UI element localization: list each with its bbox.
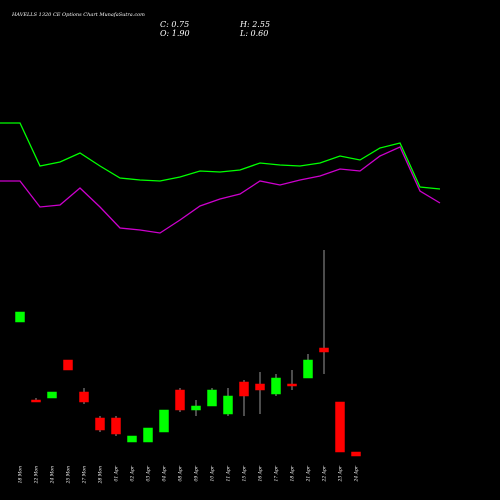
- candle-body: [255, 383, 265, 391]
- candle-body: [223, 395, 233, 415]
- x-tick-label: 18 Mon: [18, 466, 24, 483]
- candle-body: [79, 391, 89, 403]
- x-tick-label: 27 Mon: [82, 466, 88, 484]
- candles-layer: [15, 250, 361, 457]
- lower-band-line: [0, 146, 441, 234]
- x-tick-label: 04 Apr: [162, 465, 168, 481]
- candle-body: [47, 391, 57, 399]
- x-tick-label: 03 Apr: [146, 465, 152, 481]
- candle-body: [239, 381, 249, 397]
- candle-body: [31, 399, 41, 403]
- chart-title: HAVELLS 1320 CE Options Chart MunafaSutr…: [11, 12, 145, 18]
- x-tick-labels: 18 Mon 22 Mon 24 Mon 25 Mon 27 Mon 28 Mon 01 A…: [18, 465, 360, 484]
- candle-body: [335, 401, 345, 453]
- x-tick-label: 01 Apr: [114, 465, 120, 481]
- x-tick-label: 24 Apr: [354, 465, 360, 482]
- x-tick-label: 24 Mon: [50, 466, 56, 484]
- x-tick-label: 10 Apr: [210, 465, 216, 481]
- x-tick-label: 17 Apr: [274, 465, 280, 481]
- x-tick-label: 08 Apr: [178, 465, 184, 481]
- x-tick-label: 23 Apr: [338, 465, 344, 482]
- x-tick-label: 25 Mon: [66, 466, 72, 484]
- ohlc-close-label: C: 0.75: [160, 20, 189, 29]
- bands-layer: [0, 122, 441, 234]
- ohlc-high-label: H: 2.55: [239, 20, 270, 29]
- candle-body: [111, 417, 121, 435]
- candle-body: [143, 427, 153, 443]
- candle-body: [127, 435, 137, 443]
- candle-body: [15, 311, 25, 323]
- x-tick-label: 28 Mon: [98, 466, 104, 484]
- x-tick-label: 16 Apr: [258, 465, 264, 481]
- x-tick-label: 02 Apr: [130, 465, 136, 481]
- ohlc-open-label: O: 1.90: [160, 29, 190, 38]
- x-tick-label: 09 Apr: [194, 465, 200, 481]
- x-tick-label: 11 Apr: [226, 465, 232, 481]
- candle-body: [95, 417, 105, 431]
- x-tick-label: 22 Mon: [34, 466, 40, 484]
- candle-body: [207, 389, 217, 407]
- x-tick-label: 15 Apr: [242, 465, 248, 481]
- candle-body: [63, 359, 73, 371]
- x-tick-label: 18 Apr: [290, 465, 296, 481]
- candle-body: [175, 389, 185, 411]
- candle-body: [351, 451, 361, 457]
- candle-body: [159, 409, 169, 433]
- candle-body: [287, 383, 297, 387]
- candle-body: [271, 377, 281, 395]
- candle-body: [319, 347, 329, 353]
- x-tick-label: 21 Apr: [306, 465, 312, 482]
- upper-band-line: [0, 122, 441, 190]
- candle-body: [191, 405, 201, 411]
- x-tick-label: 22 Apr: [322, 465, 328, 482]
- ohlc-low-label: L: 0.60: [239, 29, 268, 38]
- candle-body: [303, 359, 313, 379]
